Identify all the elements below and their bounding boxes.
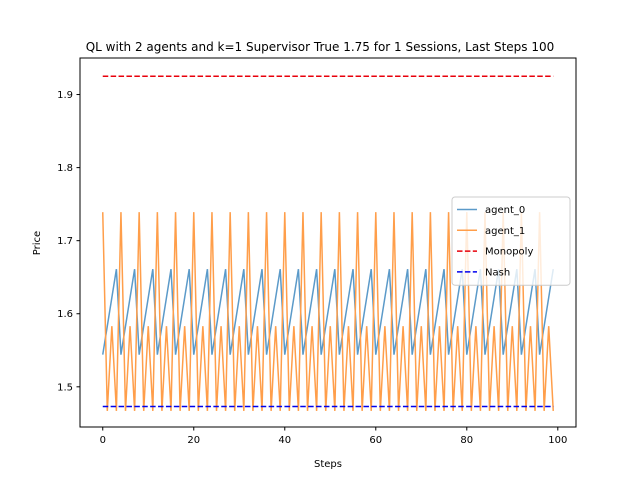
y-tick-label: 1.8 [57, 163, 73, 174]
x-tick-label: 100 [548, 435, 567, 446]
chart-title: QL with 2 agents and k=1 Supervisor True… [86, 40, 555, 54]
y-tick-label: 1.5 [57, 382, 73, 393]
y-tick-label: 1.6 [57, 309, 73, 320]
x-tick-label: 40 [278, 435, 291, 446]
y-tick-label: 1.7 [57, 236, 73, 247]
legend-label: agent_1 [485, 226, 525, 237]
y-tick-label: 1.9 [57, 90, 73, 101]
plot-area-frame [79, 57, 577, 428]
x-tick-label: 20 [187, 435, 200, 446]
legend-label: Monopoly [485, 247, 533, 258]
legend: agent_0 agent_1 Monopoly Nash [451, 196, 571, 286]
x-tick-label: 80 [460, 435, 473, 446]
y-axis: 1.5 1.6 1.7 1.8 1.9 [57, 90, 80, 393]
x-axis-label: Steps [314, 459, 342, 470]
legend-label: agent_0 [485, 205, 525, 216]
x-tick-label: 0 [100, 435, 106, 446]
x-axis: 0 20 40 60 80 100 [100, 427, 567, 446]
series-line-agent-1 [102, 212, 554, 411]
x-tick-label: 60 [369, 435, 382, 446]
legend-box [451, 196, 571, 286]
legend-label: Nash [485, 267, 510, 278]
y-axis-label: Price [32, 231, 43, 255]
